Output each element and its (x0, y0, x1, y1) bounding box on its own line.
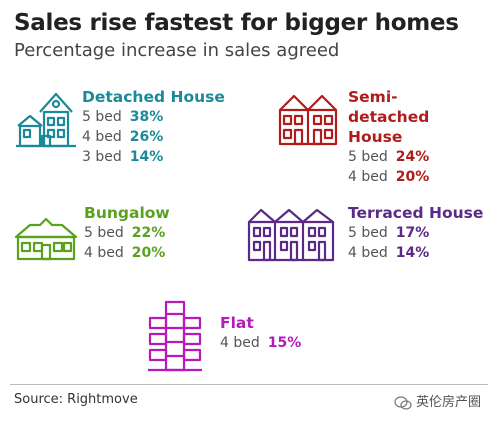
category-name: Terraced House (348, 204, 484, 222)
bed-row: 5 bed 24% (348, 147, 478, 167)
chart-subtitle: Percentage increase in sales agreed (14, 40, 340, 61)
detached-house-icon (16, 92, 76, 148)
bed-value: 14% (129, 149, 164, 165)
bed-label: 4 bed (348, 169, 388, 185)
bed-row: 5 bed 38% (82, 107, 225, 127)
semi-detached-house-icon (278, 94, 338, 146)
terraced-house-group: Terraced House 5 bed 17% 4 bed 14% (348, 203, 483, 263)
bed-label: 5 bed (84, 225, 124, 241)
bed-row: 4 bed 20% (84, 243, 170, 263)
chart-title: Sales rise fastest for bigger homes (14, 10, 459, 36)
bed-value: 26% (129, 129, 164, 145)
flat-group: Flat 4 bed 15% (220, 313, 301, 353)
semi-detached-house-group: Semi-detached House 5 bed 24% 4 bed 20% (348, 87, 478, 187)
bed-value: 15% (267, 335, 302, 351)
footer-divider (10, 384, 488, 385)
bed-row: 4 bed 14% (348, 243, 483, 263)
bed-value: 14% (395, 245, 430, 261)
bed-label: 3 bed (82, 149, 122, 165)
bed-label: 4 bed (348, 245, 388, 261)
category-name: Bungalow (84, 204, 170, 222)
source-note: Source: Rightmove (14, 392, 138, 407)
flat-icon (148, 300, 202, 372)
wechat-icon (394, 395, 412, 410)
bed-label: 4 bed (82, 129, 122, 145)
category-name: Detached House (82, 88, 225, 106)
watermark-text: 英伦房产圈 (416, 395, 482, 410)
bed-value: 20% (395, 169, 430, 185)
bed-label: 4 bed (220, 335, 260, 351)
bed-value: 24% (395, 149, 430, 165)
detached-house-group: Detached House 5 bed 38% 4 bed 26% 3 bed 14… (82, 87, 225, 167)
bed-row: 4 bed 20% (348, 167, 478, 187)
bed-row: 4 bed 15% (220, 333, 301, 353)
bed-label: 5 bed (348, 149, 388, 165)
category-name: Flat (220, 314, 254, 332)
bed-value: 38% (129, 109, 164, 125)
bed-row: 5 bed 22% (84, 223, 170, 243)
bungalow-icon (14, 217, 78, 261)
category-name: Semi-detached House (348, 88, 430, 146)
bungalow-group: Bungalow 5 bed 22% 4 bed 20% (84, 203, 170, 263)
bed-label: 4 bed (84, 245, 124, 261)
bed-value: 20% (131, 245, 166, 261)
terraced-house-icon (247, 208, 335, 262)
bed-row: 4 bed 26% (82, 127, 225, 147)
bed-row: 5 bed 17% (348, 223, 483, 243)
bed-label: 5 bed (82, 109, 122, 125)
bed-label: 5 bed (348, 225, 388, 241)
bed-row: 3 bed 14% (82, 147, 225, 167)
bed-value: 22% (131, 225, 166, 241)
bed-value: 17% (395, 225, 430, 241)
watermark: 英伦房产圈 (394, 391, 481, 410)
